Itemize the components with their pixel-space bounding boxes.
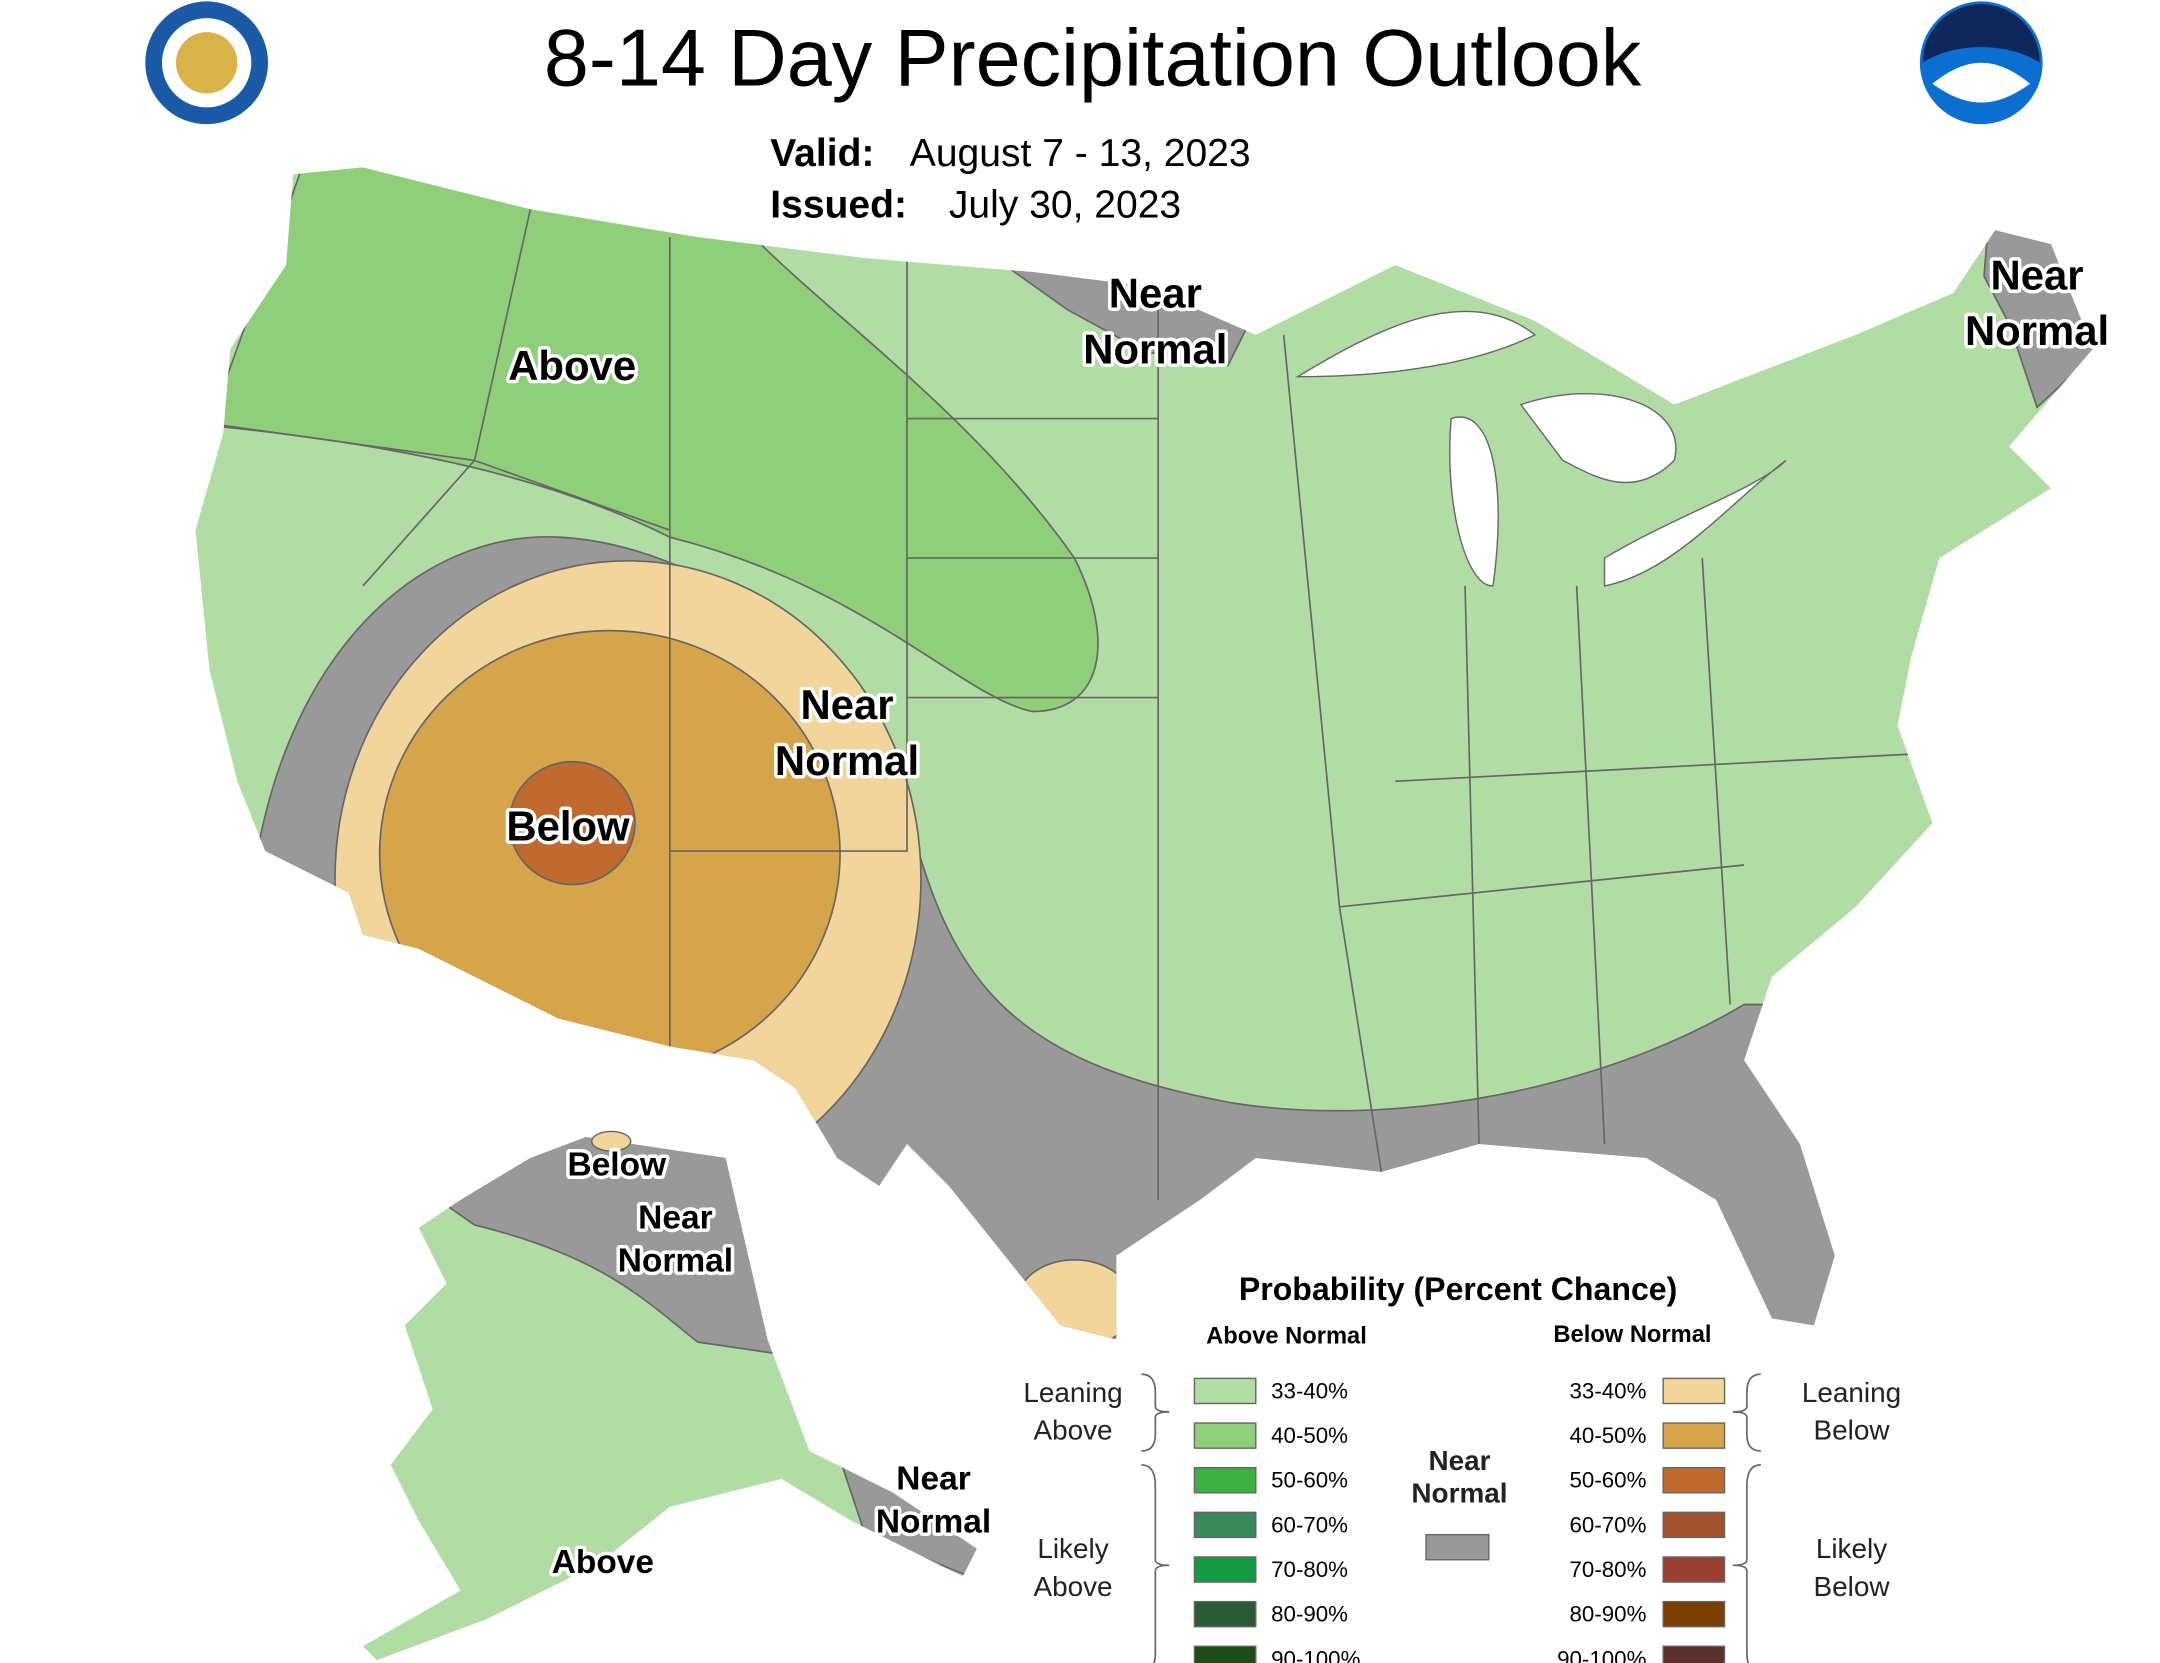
below-swatch	[1662, 1422, 1726, 1449]
map-label: Normal	[618, 1243, 733, 1280]
title: 8-14 Day Precipitation Outlook	[544, 14, 1642, 104]
above-range: 50-60%	[1271, 1468, 1348, 1493]
above-swatch	[1193, 1556, 1257, 1583]
map-label: Above	[508, 342, 636, 389]
legend-group-label: Leaning	[1023, 1377, 1122, 1408]
noaa-logo	[1919, 1, 2043, 125]
map-label: Normal	[775, 737, 919, 784]
above-swatch	[1193, 1422, 1257, 1449]
map-label: Normal	[876, 1504, 991, 1541]
legend-group-label: Normal	[1411, 1477, 1507, 1508]
above-swatch	[1193, 1377, 1257, 1405]
map-label: Below	[568, 1146, 668, 1183]
map-label: Normal	[1965, 307, 2109, 354]
below-range: 90-100%	[1557, 1646, 1646, 1663]
legend-group-label: Likely	[1037, 1533, 1108, 1564]
below-swatch	[1662, 1377, 1726, 1405]
valid-label: Valid:	[770, 132, 874, 175]
below-range: 70-80%	[1570, 1557, 1647, 1582]
map-label: Above	[552, 1544, 654, 1581]
legend: Probability (Percent Chance) Above Norma…	[1023, 1271, 1901, 1663]
below-range: 80-90%	[1570, 1602, 1647, 1627]
above-swatch	[1193, 1645, 1257, 1663]
above-range: 90-100%	[1271, 1646, 1360, 1663]
near-swatch	[1425, 1533, 1490, 1561]
below-range: 40-50%	[1570, 1423, 1647, 1448]
below-swatch	[1662, 1556, 1726, 1583]
above-header: Above Normal	[1206, 1324, 1367, 1350]
legend-group-label: Leaning	[1802, 1377, 1901, 1408]
below-range: 33-40%	[1570, 1378, 1647, 1403]
below-swatch	[1662, 1600, 1726, 1628]
issued-label: Issued:	[770, 184, 907, 227]
above-range: 33-40%	[1271, 1378, 1348, 1403]
right-braces	[1732, 1373, 1761, 1663]
legend-group-label: Below	[1814, 1415, 1891, 1446]
map-label: Near	[800, 681, 893, 728]
map-label: Near	[638, 1199, 712, 1236]
above-range: 70-80%	[1271, 1557, 1348, 1582]
valid-dates: August 7 - 13, 2023	[910, 132, 1251, 175]
map-label: Normal	[1083, 325, 1227, 372]
alaska-below-spot	[591, 1130, 632, 1152]
legend-group-label: Near	[1428, 1445, 1490, 1476]
left-braces	[1141, 1373, 1170, 1663]
above-range: 80-90%	[1271, 1602, 1348, 1627]
issued-date: July 30, 2023	[949, 184, 1181, 227]
map-label: Near	[1991, 251, 2084, 298]
legend-group-label: Above	[1033, 1571, 1112, 1602]
below-swatch	[1662, 1466, 1726, 1494]
above-swatch	[1193, 1600, 1257, 1628]
below-header: Below Normal	[1553, 1322, 1711, 1348]
great-lakes	[1295, 310, 1787, 587]
legend-title: Probability (Percent Chance)	[1239, 1271, 1678, 1307]
legend-group-label: Above	[1033, 1415, 1112, 1446]
map-labels: AboveNearNormalNearNormalNearNormalBelow…	[503, 248, 2113, 1585]
below-swatch	[1662, 1511, 1726, 1539]
above-swatch	[1193, 1511, 1257, 1539]
below-swatch	[1662, 1645, 1726, 1663]
alaska	[362, 1137, 977, 1661]
legend-group-label: Likely	[1816, 1533, 1887, 1564]
above-swatch	[1193, 1466, 1257, 1494]
below-range: 50-60%	[1570, 1468, 1647, 1493]
above-range: 60-70%	[1271, 1512, 1348, 1537]
above-range: 40-50%	[1271, 1423, 1348, 1448]
map-label: Near	[1109, 269, 1202, 316]
doc-logo	[145, 1, 269, 125]
map-label: Below	[506, 802, 630, 849]
map-label: Near	[896, 1460, 970, 1497]
below-range: 60-70%	[1570, 1512, 1647, 1537]
state-lines	[223, 209, 1926, 1200]
legend-group-label: Below	[1814, 1571, 1891, 1602]
